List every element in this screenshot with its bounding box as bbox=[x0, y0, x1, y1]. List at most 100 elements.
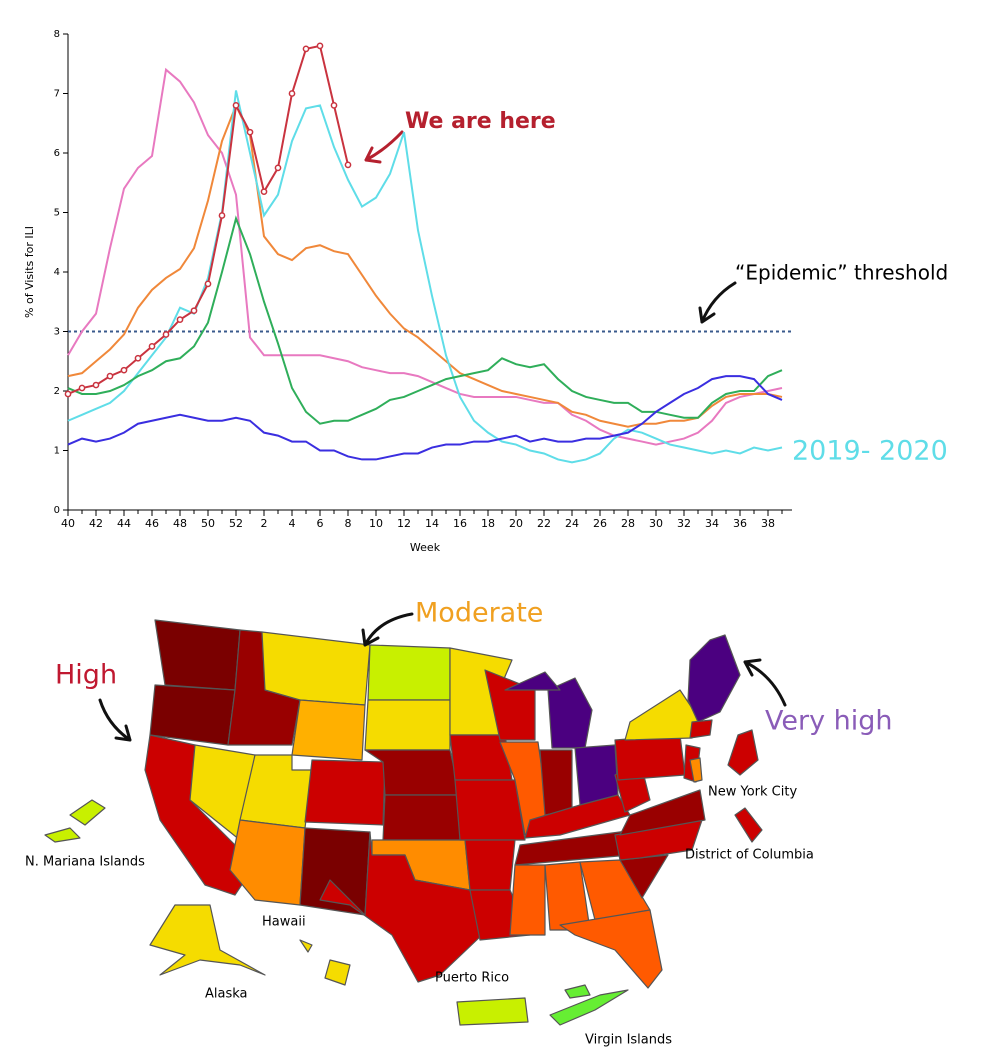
state bbox=[382, 794, 461, 841]
point bbox=[176, 316, 184, 323]
threshold-label: “Epidemic” threshold bbox=[735, 261, 948, 285]
series-line bbox=[67, 102, 783, 428]
territory bbox=[564, 984, 591, 999]
state bbox=[539, 749, 573, 816]
point bbox=[330, 102, 338, 109]
x-tick-label: 36 bbox=[733, 517, 747, 530]
x-tick-label: 22 bbox=[537, 517, 551, 530]
state bbox=[367, 644, 451, 701]
territory bbox=[69, 799, 106, 826]
x-tick-label: 12 bbox=[397, 517, 411, 530]
x-tick-label: 14 bbox=[425, 517, 439, 530]
state bbox=[614, 734, 686, 781]
x-tick-label: 2 bbox=[261, 517, 268, 530]
map-label: Very high bbox=[765, 706, 893, 737]
state bbox=[291, 699, 366, 761]
state bbox=[304, 759, 386, 826]
annotation: We are here bbox=[405, 109, 556, 134]
point bbox=[246, 128, 254, 136]
point bbox=[120, 366, 128, 374]
point bbox=[274, 164, 282, 172]
x-tick-label: 24 bbox=[565, 517, 579, 530]
territory bbox=[549, 989, 629, 1026]
x-tick-label: 26 bbox=[593, 517, 607, 530]
state bbox=[319, 831, 483, 983]
map-label: Moderate bbox=[415, 598, 543, 629]
state bbox=[154, 619, 241, 691]
point bbox=[134, 354, 142, 362]
y-tick-label: 5 bbox=[54, 208, 60, 219]
y-tick-label: 8 bbox=[54, 29, 60, 40]
x-tick-label: 8 bbox=[345, 517, 352, 530]
state bbox=[261, 631, 371, 706]
place-label: District of Columbia bbox=[685, 848, 814, 863]
state bbox=[149, 684, 236, 746]
place-label: New York City bbox=[708, 785, 797, 800]
series-label: 2019- 2020 bbox=[792, 436, 948, 467]
point bbox=[148, 343, 156, 350]
series-line bbox=[67, 44, 349, 395]
x-tick-label: 44 bbox=[117, 517, 131, 530]
x-tick-label: 4 bbox=[289, 517, 296, 530]
x-tick-label: 20 bbox=[509, 517, 523, 530]
state bbox=[509, 864, 546, 936]
point bbox=[232, 102, 240, 109]
x-tick-label: 34 bbox=[705, 517, 719, 530]
y-tick-label: 3 bbox=[54, 327, 60, 338]
state bbox=[687, 634, 741, 723]
point bbox=[190, 307, 198, 315]
x-tick-label: 40 bbox=[61, 517, 75, 530]
state bbox=[364, 699, 451, 751]
state bbox=[689, 719, 713, 739]
territory bbox=[324, 959, 351, 986]
point bbox=[92, 381, 100, 389]
place-label: Hawaii bbox=[262, 915, 306, 930]
territory bbox=[727, 729, 759, 776]
state bbox=[464, 839, 516, 891]
y-tick-label: 6 bbox=[54, 148, 60, 159]
place-label: Alaska bbox=[205, 987, 248, 1002]
point bbox=[302, 45, 310, 53]
point bbox=[316, 42, 324, 50]
series-line bbox=[67, 375, 783, 461]
x-tick-label: 6 bbox=[317, 517, 324, 530]
state bbox=[574, 744, 619, 806]
point bbox=[204, 280, 212, 288]
state bbox=[547, 677, 593, 749]
state bbox=[619, 789, 706, 836]
state bbox=[504, 671, 561, 691]
y-tick-label: 0 bbox=[54, 505, 60, 516]
x-tick-label: 48 bbox=[173, 517, 187, 530]
series-line bbox=[67, 67, 783, 446]
high-arrow bbox=[98, 698, 132, 742]
map: High Moderate Very high N. Mariana Islan… bbox=[25, 598, 893, 1048]
state bbox=[689, 757, 703, 783]
map-label: High bbox=[55, 660, 117, 691]
territory bbox=[44, 827, 81, 843]
y-tick-label: 2 bbox=[54, 386, 60, 397]
point bbox=[162, 331, 170, 338]
x-tick-label: 52 bbox=[229, 517, 243, 530]
point bbox=[106, 372, 114, 380]
x-tick-label: 50 bbox=[201, 517, 215, 530]
x-axis-label: Week bbox=[410, 541, 441, 554]
y-tick-label: 7 bbox=[54, 89, 60, 100]
state bbox=[229, 819, 306, 906]
annotation-arrow bbox=[364, 130, 404, 164]
point bbox=[344, 161, 352, 169]
x-tick-label: 32 bbox=[677, 517, 691, 530]
x-tick-label: 38 bbox=[761, 517, 775, 530]
moderate-arrow bbox=[361, 612, 414, 647]
series-line bbox=[67, 90, 783, 464]
series-line bbox=[67, 215, 783, 425]
point bbox=[260, 188, 268, 196]
x-tick-label: 18 bbox=[481, 517, 495, 530]
y-axis-label: % of Visits for ILI bbox=[23, 226, 36, 318]
place-label: N. Mariana Islands bbox=[25, 855, 145, 870]
state bbox=[559, 909, 663, 989]
territory bbox=[734, 807, 763, 843]
x-tick-label: 16 bbox=[453, 517, 467, 530]
point bbox=[64, 390, 72, 398]
territory bbox=[299, 939, 313, 953]
